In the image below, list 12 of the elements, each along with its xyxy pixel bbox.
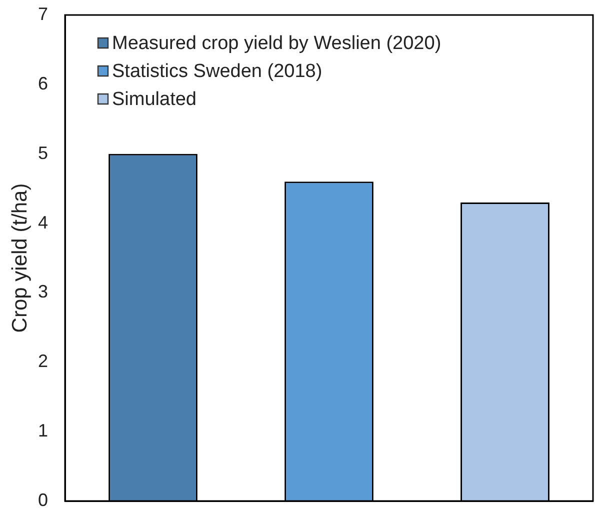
- legend-label: Statistics Sweden (2018): [112, 61, 322, 82]
- y-axis-title: Crop yield (t/ha): [8, 183, 32, 333]
- y-tick-label: 3: [38, 282, 48, 302]
- legend-label: Measured crop yield by Weslien (2020): [112, 33, 442, 54]
- y-tick-label: 4: [38, 212, 48, 232]
- y-tick-label: 2: [38, 351, 48, 372]
- legend-label: Simulated: [112, 89, 196, 110]
- y-tick-label: 5: [38, 142, 48, 163]
- y-tick-label: 0: [38, 490, 48, 510]
- y-tick-label: 6: [38, 73, 48, 94]
- y-tick-label: 7: [38, 4, 48, 24]
- y-tick-label: 1: [38, 420, 48, 441]
